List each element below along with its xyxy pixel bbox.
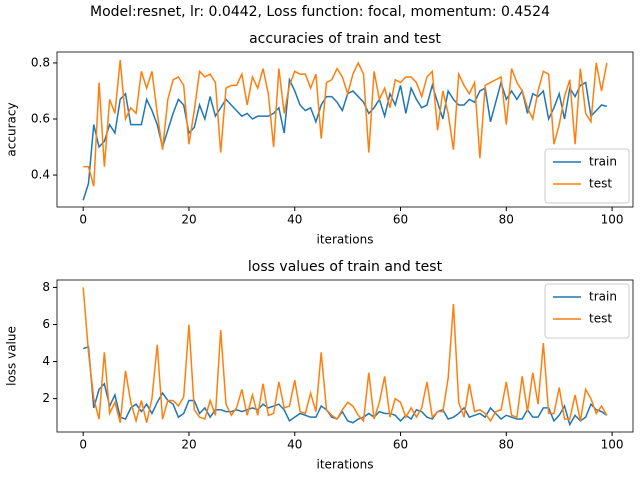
data-line	[82, 76, 608, 201]
x-tick-label: 40	[287, 438, 302, 452]
legend-label: train	[589, 290, 617, 304]
y-tick-label: 0.6	[31, 111, 50, 125]
y-tick-label: 8	[42, 280, 50, 294]
axes-title: accuracies of train and test	[249, 31, 441, 47]
y-tick-label: 2	[42, 391, 50, 405]
y-tick-label: 0.8	[31, 55, 50, 69]
axes-frame	[56, 279, 634, 433]
y-tick-label: 4	[42, 354, 50, 368]
x-tick-label: 80	[499, 438, 514, 452]
x-axis-label: iterations	[317, 458, 374, 472]
axes-frame	[56, 51, 634, 208]
x-tick-label: 40	[287, 213, 302, 227]
x-tick-label: 100	[601, 438, 624, 452]
figure-title: Model:resnet, lr: 0.0442, Loss function:…	[90, 4, 550, 20]
data-line	[83, 60, 608, 187]
x-tick-label: 20	[181, 438, 196, 452]
x-tick-label: 0	[79, 213, 87, 227]
legend-label: train	[589, 155, 617, 169]
y-axis-label: loss value	[5, 326, 19, 386]
x-tick-label: 0	[79, 438, 87, 452]
axes-title: loss values of train and test	[248, 259, 443, 275]
x-tick-label: 20	[181, 213, 196, 227]
x-tick-label: 80	[499, 213, 514, 227]
x-tick-label: 60	[393, 213, 408, 227]
y-tick-label: 6	[42, 317, 50, 331]
y-axis-label: accuracy	[5, 102, 19, 156]
x-tick-label: 100	[601, 213, 624, 227]
data-line	[82, 345, 608, 427]
x-tick-label: 60	[393, 438, 408, 452]
x-axis-label: iterations	[317, 233, 374, 247]
legend-label: test	[589, 177, 612, 191]
data-line	[82, 287, 608, 424]
y-tick-label: 0.4	[31, 168, 50, 182]
legend-label: test	[589, 312, 612, 326]
